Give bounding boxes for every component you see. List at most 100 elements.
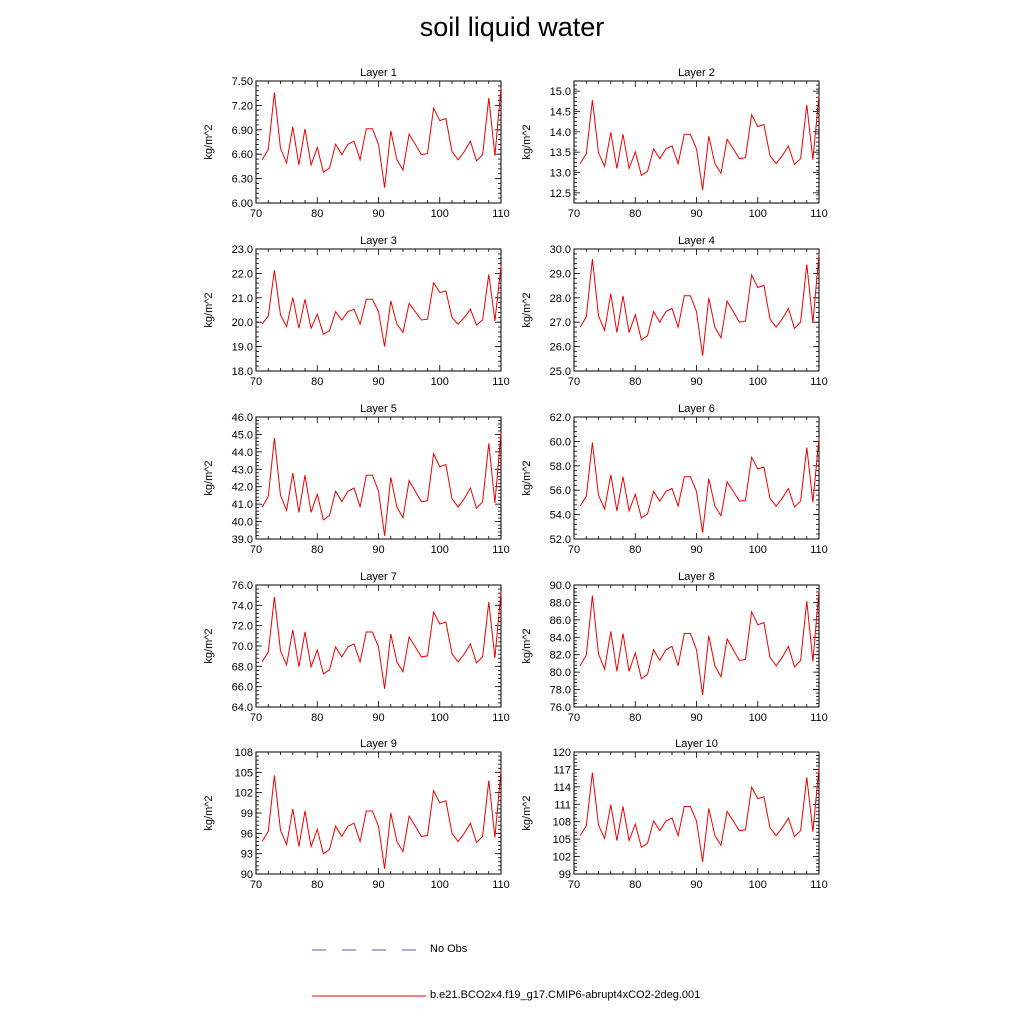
panel-4-ytick-label: 25.0 <box>550 366 571 378</box>
panel-2-ytick-label: 13.0 <box>550 168 571 180</box>
panel-5-ylabel: kg/m^2 <box>203 460 215 495</box>
panel-10-ytick-label: 120 <box>553 747 571 759</box>
panel-2-xtick-label: 110 <box>810 208 828 220</box>
panel-5-xtick-label: 90 <box>372 544 384 556</box>
panel-1-xtick-label: 110 <box>492 208 510 220</box>
panel-5-ytick-label: 41.0 <box>232 499 253 511</box>
panel-8-ytick-label: 84.0 <box>550 632 571 644</box>
panel-10-xtick-label: 110 <box>810 879 828 891</box>
panel-10-title: Layer 10 <box>675 738 718 750</box>
panel-5-ytick-label: 46.0 <box>232 412 253 424</box>
panel-10-ytick-label: 111 <box>554 799 571 811</box>
panel-7-xtick-label: 100 <box>431 712 449 724</box>
panel-10-ylabel: kg/m^2 <box>521 795 533 830</box>
panel-4-xtick-label: 80 <box>629 376 641 388</box>
panel-8-ytick-label: 80.0 <box>550 667 571 679</box>
panel-10-xtick-label: 80 <box>629 879 641 891</box>
panel-1-ytick-label: 6.30 <box>232 174 253 186</box>
panel-1-ytick-label: 7.20 <box>232 100 253 112</box>
panel-4-xtick-label: 90 <box>690 376 702 388</box>
panel-2-xtick-label: 70 <box>568 208 580 220</box>
panel-8-xtick-label: 90 <box>690 712 702 724</box>
panel-8-ytick-label: 78.0 <box>550 685 571 697</box>
panel-9-title: Layer 9 <box>360 738 397 750</box>
panel-8-ytick-label: 86.0 <box>550 615 571 627</box>
panel-8-ytick-label: 76.0 <box>550 702 571 714</box>
panel-3-xtick-label: 90 <box>372 376 384 388</box>
panel-2-xtick-label: 80 <box>629 208 641 220</box>
panel-1-xtick-label: 90 <box>372 208 384 220</box>
panel-2-title: Layer 2 <box>678 67 715 79</box>
panel-9-frame <box>255 751 502 875</box>
panel-6-xtick-label: 100 <box>749 544 767 556</box>
panel-6-ytick-label: 52.0 <box>550 534 571 546</box>
panel-8-title: Layer 8 <box>678 571 715 583</box>
panel-6-frame <box>573 416 820 540</box>
panel-7-xtick-label: 90 <box>372 712 384 724</box>
panel-6-xtick-label: 110 <box>810 544 828 556</box>
panel-5-ytick-label: 40.0 <box>232 517 253 529</box>
panel-10-ytick-label: 102 <box>553 852 571 864</box>
panel-2-ytick-label: 14.5 <box>550 107 571 119</box>
panel-5-ytick-label: 45.0 <box>232 429 253 441</box>
panel-10-xtick-label: 90 <box>690 879 702 891</box>
panel-4-title: Layer 4 <box>678 235 715 247</box>
panel-6-ylabel: kg/m^2 <box>521 460 533 495</box>
panel-9-xtick-label: 70 <box>250 879 262 891</box>
panel-8-xtick-label: 110 <box>810 712 828 724</box>
panel-3-ytick-label: 18.0 <box>232 366 253 378</box>
panel-7-title: Layer 7 <box>360 571 397 583</box>
panel-3-ylabel: kg/m^2 <box>203 292 215 327</box>
panel-7-ytick-label: 68.0 <box>232 661 253 673</box>
panel-4-ytick-label: 26.0 <box>550 342 571 354</box>
panel-1-title: Layer 1 <box>360 67 397 79</box>
panel-9-xtick-label: 90 <box>372 879 384 891</box>
panel-8-ytick-label: 88.0 <box>550 597 571 609</box>
panel-6-xtick-label: 80 <box>629 544 641 556</box>
panel-6-ytick-label: 62.0 <box>550 412 571 424</box>
panel-6-xtick-label: 70 <box>568 544 580 556</box>
panel-9-xtick-label: 80 <box>311 879 323 891</box>
panel-9-xtick-label: 110 <box>492 879 510 891</box>
panel-9-ylabel: kg/m^2 <box>203 795 215 830</box>
panel-5-ytick-label: 43.0 <box>232 464 253 476</box>
panel-9-ytick-label: 99 <box>241 808 253 820</box>
panel-4-ytick-label: 27.0 <box>550 317 571 329</box>
legend-model-label: b.e21.BCO2x4.f19_g17.CMIP6-abrupt4xCO2-2… <box>430 989 701 1001</box>
panel-7-ytick-label: 66.0 <box>232 682 253 694</box>
panel-10-frame <box>573 751 820 875</box>
panel-8-ylabel: kg/m^2 <box>521 628 533 663</box>
panel-5-ytick-label: 44.0 <box>232 447 253 459</box>
panel-5-title: Layer 5 <box>360 403 397 415</box>
panel-4-ylabel: kg/m^2 <box>521 292 533 327</box>
panel-10-ytick-label: 108 <box>553 817 571 829</box>
panel-2-frame <box>573 80 820 204</box>
panel-10-xtick-label: 100 <box>749 879 767 891</box>
panel-7-ytick-label: 76.0 <box>232 580 253 592</box>
legend-obs-label: No Obs <box>430 943 468 955</box>
panel-9-ytick-label: 102 <box>235 788 253 800</box>
panel-5-frame <box>255 416 502 540</box>
panel-8-ytick-label: 90.0 <box>550 580 571 592</box>
panel-3-ytick-label: 21.0 <box>232 293 253 305</box>
panel-10-ytick-label: 114 <box>553 782 571 794</box>
panel-6-xtick-label: 90 <box>690 544 702 556</box>
panel-6-title: Layer 6 <box>678 403 715 415</box>
panel-7-ytick-label: 74.0 <box>232 600 253 612</box>
panel-4-series-line <box>579 253 820 356</box>
panel-7-ytick-label: 70.0 <box>232 641 253 653</box>
panel-8-xtick-label: 100 <box>749 712 767 724</box>
panel-2-series-line <box>579 95 820 190</box>
panel-2-ytick-label: 12.5 <box>550 188 571 200</box>
panel-5-xtick-label: 80 <box>311 544 323 556</box>
panel-3-ytick-label: 19.0 <box>232 342 253 354</box>
panel-8-frame <box>573 584 820 708</box>
panel-7-ytick-label: 72.0 <box>232 621 253 633</box>
panel-4-xtick-label: 70 <box>568 376 580 388</box>
panel-8-series-line <box>579 590 820 696</box>
panel-3-xtick-label: 110 <box>492 376 510 388</box>
panel-4-ytick-label: 29.0 <box>550 268 571 280</box>
panel-5-xtick-label: 100 <box>431 544 449 556</box>
panel-3-series-line <box>261 266 502 347</box>
